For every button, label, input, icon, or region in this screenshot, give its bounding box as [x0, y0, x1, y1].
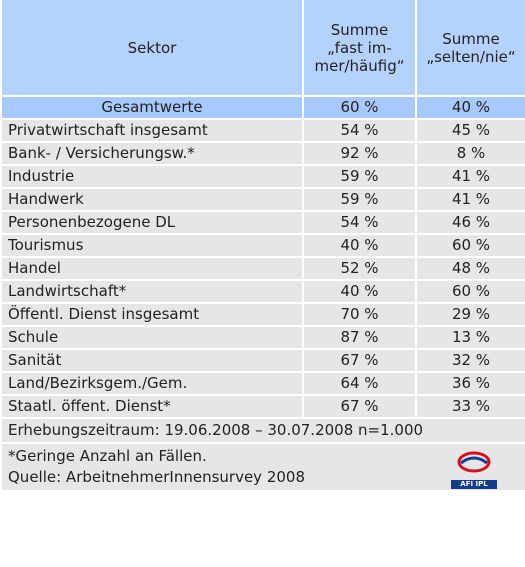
sector-cell: Gesamtwerte	[2, 97, 302, 118]
data-row: Handwerk 59 % 41 %	[2, 189, 525, 210]
sector-cell: Staatl. öffent. Dienst*	[2, 396, 302, 417]
value-cell: 60 %	[417, 235, 525, 256]
logo-text: AFI IPL	[451, 480, 497, 489]
sector-cell: Landwirtschaft*	[2, 281, 302, 302]
data-row: Landwirtschaft* 40 % 60 %	[2, 281, 525, 302]
note-cell: *Geringe Anzahl an Fällen. Quelle: Arbeit…	[2, 444, 525, 490]
value-cell: 45 %	[417, 120, 525, 141]
value-cell: 8 %	[417, 143, 525, 164]
sector-cell: Schule	[2, 327, 302, 348]
data-row: Gesamtwerte 60 % 40 %	[2, 97, 525, 118]
value-cell: 29 %	[417, 304, 525, 325]
footnote: *Geringe Anzahl an Fällen.	[8, 447, 207, 465]
data-row: Sanität 67 % 32 %	[2, 350, 525, 371]
value-cell: 87 %	[304, 327, 415, 348]
sector-cell: Öffentl. Dienst insgesamt	[2, 304, 302, 325]
survey-row: Erhebungszeitraum: 19.06.2008 – 30.07.20…	[2, 419, 525, 442]
value-cell: 54 %	[304, 212, 415, 233]
survey-cell: Erhebungszeitraum: 19.06.2008 – 30.07.20…	[2, 419, 525, 442]
value-cell: 67 %	[304, 350, 415, 371]
note-row: *Geringe Anzahl an Fällen. Quelle: Arbeit…	[2, 444, 525, 490]
sector-cell: Handel	[2, 258, 302, 279]
data-row: Schule 87 % 13 %	[2, 327, 525, 348]
sector-table: Sektor Summe „fast im­mer/häufig“ Summe …	[2, 0, 525, 490]
data-row: Handel 52 % 48 %	[2, 258, 525, 279]
value-cell: 41 %	[417, 166, 525, 187]
value-cell: 92 %	[304, 143, 415, 164]
data-row: Bank- / Versicherungsw.* 92 % 8 %	[2, 143, 525, 164]
value-cell: 59 %	[304, 166, 415, 187]
value-cell: 54 %	[304, 120, 415, 141]
sector-cell: Tourismus	[2, 235, 302, 256]
data-row: Industrie 59 % 41 %	[2, 166, 525, 187]
sector-cell: Privatwirtschaft insgesamt	[2, 120, 302, 141]
logo: AFI IPL	[451, 451, 497, 489]
sector-cell: Sanität	[2, 350, 302, 371]
value-cell: 52 %	[304, 258, 415, 279]
value-cell: 67 %	[304, 396, 415, 417]
value-cell: 13 %	[417, 327, 525, 348]
data-row: Land/Bezirksgem./Gem. 64 % 36 %	[2, 373, 525, 394]
sector-cell: Land/Bezirksgem./Gem.	[2, 373, 302, 394]
value-cell: 60 %	[417, 281, 525, 302]
value-cell: 40 %	[417, 97, 525, 118]
value-cell: 40 %	[304, 281, 415, 302]
value-cell: 60 %	[304, 97, 415, 118]
sector-cell: Industrie	[2, 166, 302, 187]
header-cell: Summe „sel­ten/nie“	[417, 0, 525, 95]
logo-mark	[457, 451, 491, 473]
sector-cell: Bank- / Versicherungsw.*	[2, 143, 302, 164]
data-row: Staatl. öffent. Dienst* 67 % 33 %	[2, 396, 525, 417]
value-cell: 33 %	[417, 396, 525, 417]
data-row: Privatwirtschaft insgesamt 54 % 45 %	[2, 120, 525, 141]
value-cell: 64 %	[304, 373, 415, 394]
value-cell: 32 %	[417, 350, 525, 371]
value-cell: 70 %	[304, 304, 415, 325]
sector-cell: Personenbezogene DL	[2, 212, 302, 233]
value-cell: 46 %	[417, 212, 525, 233]
source: Quelle: ArbeitnehmerInnensurvey 2008	[8, 468, 305, 486]
value-cell: 59 %	[304, 189, 415, 210]
data-row: Personenbezogene DL 54 % 46 %	[2, 212, 525, 233]
value-cell: 48 %	[417, 258, 525, 279]
data-row: Tourismus 40 % 60 %	[2, 235, 525, 256]
sector-cell: Handwerk	[2, 189, 302, 210]
value-cell: 41 %	[417, 189, 525, 210]
header-row: Sektor Summe „fast im­mer/häufig“ Summe …	[2, 0, 525, 95]
data-row: Öffentl. Dienst insgesamt 70 % 29 %	[2, 304, 525, 325]
value-cell: 40 %	[304, 235, 415, 256]
value-cell: 36 %	[417, 373, 525, 394]
header-cell: Sektor	[2, 0, 302, 95]
header-cell: Summe „fast im­mer/häufig“	[304, 0, 415, 95]
